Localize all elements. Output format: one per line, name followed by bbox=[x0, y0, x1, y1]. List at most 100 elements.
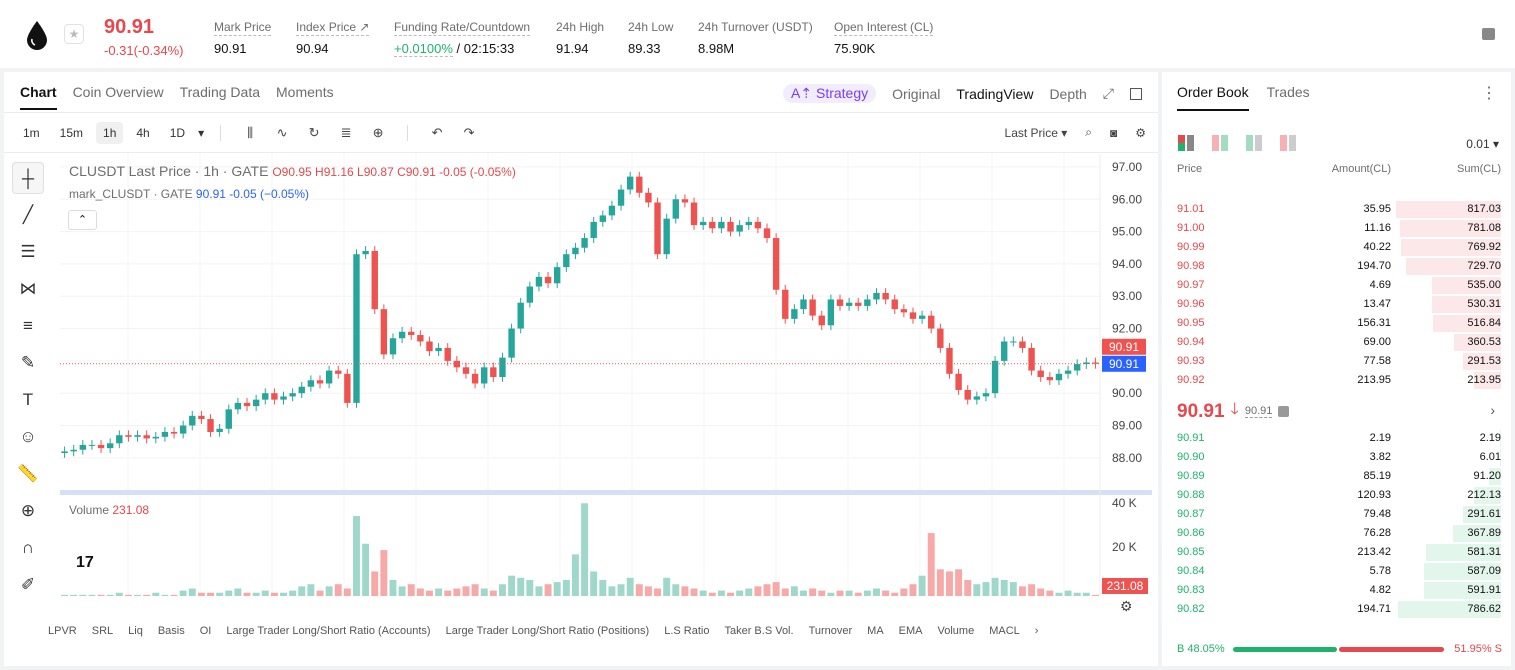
layout-asks-icon[interactable] bbox=[1280, 135, 1296, 151]
favorite-star-icon[interactable]: ★ bbox=[64, 24, 84, 44]
indicator-item[interactable]: L.S Ratio bbox=[664, 625, 710, 637]
orderbook-row[interactable]: 91.00 11.16 781.08 bbox=[1162, 219, 1511, 238]
chevron-right-icon[interactable]: › bbox=[1490, 402, 1495, 418]
interval-4h[interactable]: 4h bbox=[136, 126, 150, 140]
orderbook-row[interactable]: 90.89 85.19 91.20 bbox=[1162, 467, 1511, 486]
volume-bar bbox=[480, 588, 488, 596]
tab-moments[interactable]: Moments bbox=[276, 84, 334, 100]
candle-body bbox=[1028, 347, 1035, 371]
ruler-icon[interactable]: 📏 bbox=[17, 464, 39, 483]
orderbook-row[interactable]: 90.97 4.69 535.00 bbox=[1162, 276, 1511, 295]
tab-coin-overview[interactable]: Coin Overview bbox=[72, 84, 164, 100]
interval-15m[interactable]: 15m bbox=[59, 126, 84, 140]
orderbook-row[interactable]: 90.94 69.00 360.53 bbox=[1162, 333, 1511, 352]
price-source-select[interactable]: Last Price ▾ bbox=[1004, 125, 1068, 140]
orderbook-row[interactable]: 90.92 213.95 213.95 bbox=[1162, 371, 1511, 390]
orderbook-row[interactable]: 90.91 2.19 2.19 bbox=[1162, 429, 1511, 448]
strategy-button[interactable]: A⇡ Strategy bbox=[783, 84, 877, 103]
indicator-item[interactable]: Turnover bbox=[808, 625, 853, 637]
search-icon[interactable]: ⌕ bbox=[1085, 125, 1092, 139]
orderbook-row[interactable]: 90.98 194.70 729.70 bbox=[1162, 257, 1511, 276]
interval-1d[interactable]: 1D bbox=[169, 126, 186, 140]
legend-collapse-button[interactable]: ⌃ bbox=[68, 210, 97, 230]
interval-1m[interactable]: 1m bbox=[23, 126, 40, 140]
axis-settings-icon[interactable]: ⚙ bbox=[1120, 598, 1133, 614]
indicator-item[interactable]: Taker B.S Vol. bbox=[724, 625, 794, 637]
stat-index-price[interactable]: Index Price ↗ 90.94 bbox=[296, 20, 370, 56]
orderbook-row[interactable]: 90.96 13.47 530.31 bbox=[1162, 295, 1511, 314]
fullscreen-icon[interactable] bbox=[1130, 87, 1142, 100]
templates-icon[interactable]: ≣ bbox=[340, 125, 352, 140]
layout-both-icon[interactable] bbox=[1178, 135, 1194, 151]
orderbook-row[interactable]: 90.88 120.93 212.13 bbox=[1162, 486, 1511, 505]
price-chart[interactable]: 97.0096.0095.0094.0093.0092.0091.0090.00… bbox=[60, 154, 1152, 596]
candle-body bbox=[1074, 364, 1081, 371]
settings-gear-icon[interactable]: ⚙ bbox=[1135, 125, 1146, 140]
more-options-icon[interactable]: ⋮ bbox=[1481, 85, 1497, 102]
orderbook-row[interactable]: 90.87 79.48 291.61 bbox=[1162, 505, 1511, 524]
candle-type-icon[interactable]: ⫼ bbox=[247, 125, 254, 140]
fib-icon[interactable]: ≡ bbox=[23, 316, 33, 335]
view-depth[interactable]: Depth bbox=[1049, 85, 1087, 102]
orderbook-row[interactable]: 90.86 76.28 367.89 bbox=[1162, 524, 1511, 543]
tab-order-book[interactable]: Order Book bbox=[1177, 84, 1249, 111]
indicator-item[interactable]: Large Trader Long/Short Ratio (Accounts) bbox=[226, 625, 431, 637]
crosshair-icon[interactable]: ┼ bbox=[12, 162, 44, 194]
redo-icon[interactable]: ↷ bbox=[463, 125, 475, 140]
indicator-item[interactable]: OI bbox=[199, 625, 212, 637]
magnet-icon[interactable]: ∩ bbox=[21, 538, 35, 557]
volume-bar bbox=[571, 554, 579, 596]
pattern-icon[interactable]: ⋈ bbox=[19, 279, 37, 298]
expand-icon[interactable]: ⤢ bbox=[1102, 85, 1114, 101]
orderbook-row[interactable]: 90.99 40.22 769.92 bbox=[1162, 238, 1511, 257]
tab-trades[interactable]: Trades bbox=[1266, 84, 1310, 100]
orderbook-row[interactable]: 90.93 77.58 291.53 bbox=[1162, 352, 1511, 371]
volume-bar bbox=[316, 590, 324, 596]
interval-dropdown-icon[interactable]: ▾ bbox=[198, 126, 205, 140]
chevron-right-icon[interactable]: › bbox=[1034, 625, 1039, 637]
lock-draw-icon[interactable]: ✐ bbox=[20, 575, 36, 594]
y-tick-label: 88.00 bbox=[1112, 451, 1142, 465]
zoom-in-icon[interactable]: ⊕ bbox=[20, 501, 36, 520]
compare-icon[interactable]: ↻ bbox=[308, 125, 320, 140]
indicator-item[interactable]: SRL bbox=[91, 625, 114, 637]
indicator-item[interactable]: Volume bbox=[937, 625, 975, 637]
layout-mixed-icon[interactable] bbox=[1212, 135, 1228, 151]
orderbook-row[interactable]: 91.01 35.95 817.03 bbox=[1162, 200, 1511, 219]
indicator-item[interactable]: MACL bbox=[989, 625, 1020, 637]
indicator-item[interactable]: EMA bbox=[898, 625, 923, 637]
undo-icon[interactable]: ↶ bbox=[431, 125, 443, 140]
volume-bar bbox=[964, 579, 972, 596]
brush-icon[interactable]: ✎ bbox=[20, 353, 36, 372]
orderbook-row[interactable]: 90.95 156.31 516.84 bbox=[1162, 314, 1511, 333]
layout-bids-icon[interactable] bbox=[1246, 135, 1262, 151]
camera-icon[interactable]: ◙ bbox=[1109, 125, 1118, 140]
emoji-icon[interactable]: ☺ bbox=[19, 427, 37, 446]
indicator-item[interactable]: Basis bbox=[157, 625, 185, 637]
info-icon[interactable] bbox=[1278, 406, 1290, 417]
view-original[interactable]: Original bbox=[892, 85, 941, 102]
tab-trading-data[interactable]: Trading Data bbox=[179, 84, 261, 100]
indicators-icon[interactable]: ∿ bbox=[276, 125, 288, 140]
interval-1h[interactable]: 1h bbox=[96, 122, 124, 144]
row-price: 91.01 bbox=[1177, 203, 1205, 215]
orderbook-row[interactable]: 90.84 5.78 587.09 bbox=[1162, 562, 1511, 581]
indicator-item[interactable]: MA bbox=[867, 625, 884, 637]
orderbook-row[interactable]: 90.90 3.82 6.01 bbox=[1162, 448, 1511, 467]
orderbook-row[interactable]: 90.82 194.71 786.62 bbox=[1162, 600, 1511, 619]
horizontal-lines-icon[interactable]: ☰ bbox=[20, 242, 36, 261]
tab-chart[interactable]: Chart bbox=[20, 84, 57, 110]
volume-bar bbox=[343, 588, 351, 596]
indicator-item[interactable]: Large Trader Long/Short Ratio (Positions… bbox=[445, 625, 650, 637]
document-icon[interactable] bbox=[1482, 28, 1495, 40]
view-tradingview[interactable]: TradingView bbox=[956, 85, 1034, 102]
alerts-icon[interactable]: ⊕ bbox=[372, 125, 384, 140]
precision-select[interactable]: 0.01 ▾ bbox=[1466, 137, 1499, 151]
orderbook-row[interactable]: 90.85 213.42 581.31 bbox=[1162, 543, 1511, 562]
text-tool-icon[interactable]: T bbox=[22, 390, 34, 409]
row-price: 90.84 bbox=[1177, 565, 1205, 577]
orderbook-row[interactable]: 90.83 4.82 591.91 bbox=[1162, 581, 1511, 600]
trend-line-icon[interactable]: ╱ bbox=[22, 205, 34, 224]
indicator-item[interactable]: LPVR bbox=[48, 625, 77, 637]
indicator-item[interactable]: Liq bbox=[128, 625, 143, 637]
